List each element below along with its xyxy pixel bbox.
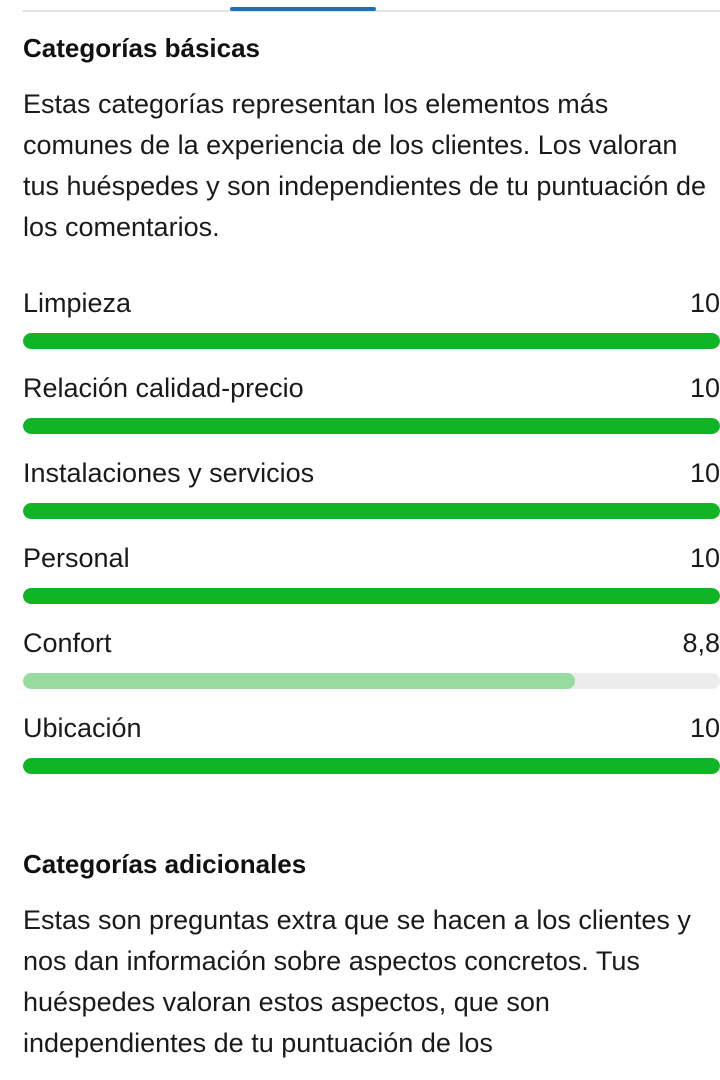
- rating-row-ubicacion: Ubicación 10: [23, 708, 720, 793]
- rating-label: Personal: [23, 543, 130, 573]
- rating-row-personal: Personal 10: [23, 538, 720, 623]
- rating-bar-track: [23, 333, 720, 349]
- basic-categories-section: Categorías básicas Estas categorías repr…: [23, 33, 720, 248]
- rating-score: 10: [689, 543, 720, 573]
- basic-categories-description: Estas categorías representan los element…: [23, 89, 707, 242]
- additional-categories-description: Estas son preguntas extra que se hacen a…: [23, 905, 691, 1058]
- rating-row-confort: Confort 8,8: [23, 623, 720, 708]
- rating-bar-fill: [23, 333, 720, 349]
- rating-score: 10: [689, 288, 720, 318]
- rating-bar-track: [23, 418, 720, 434]
- rating-bar-fill: [23, 418, 720, 434]
- rating-label: Relación calidad-precio: [23, 373, 304, 403]
- rating-label: Confort: [23, 628, 112, 658]
- rating-label: Instalaciones y servicios: [23, 458, 315, 488]
- rating-bar-track: [23, 673, 720, 689]
- tab-bar: [22, 0, 720, 14]
- rating-score: 10: [689, 713, 720, 743]
- rating-row-limpieza: Limpieza 10: [23, 283, 720, 368]
- additional-categories-title: Categorías adicionales: [23, 849, 307, 879]
- rating-bar-fill: [23, 503, 720, 519]
- additional-categories-section: Categorías adicionales Estas son pregunt…: [23, 849, 720, 1064]
- rating-label: Ubicación: [23, 713, 142, 743]
- rating-score: 8,8: [682, 628, 720, 658]
- rating-row-relacion-calidad-precio: Relación calidad-precio 10: [23, 368, 720, 453]
- tab-divider: [22, 10, 720, 12]
- rating-bar-fill: [23, 673, 576, 689]
- rating-list: Limpieza 10 Relación calidad-precio 10 I…: [23, 283, 720, 793]
- rating-score: 10: [689, 373, 720, 403]
- rating-bar-track: [23, 588, 720, 604]
- active-tab-indicator[interactable]: [230, 7, 376, 11]
- rating-bar-fill: [23, 588, 720, 604]
- rating-row-instalaciones: Instalaciones y servicios 10: [23, 453, 720, 538]
- rating-label: Limpieza: [23, 288, 132, 318]
- basic-categories-title: Categorías básicas: [23, 33, 261, 63]
- rating-bar-track: [23, 758, 720, 774]
- rating-bar-track: [23, 503, 720, 519]
- rating-bar-fill: [23, 758, 720, 774]
- rating-score: 10: [689, 458, 720, 488]
